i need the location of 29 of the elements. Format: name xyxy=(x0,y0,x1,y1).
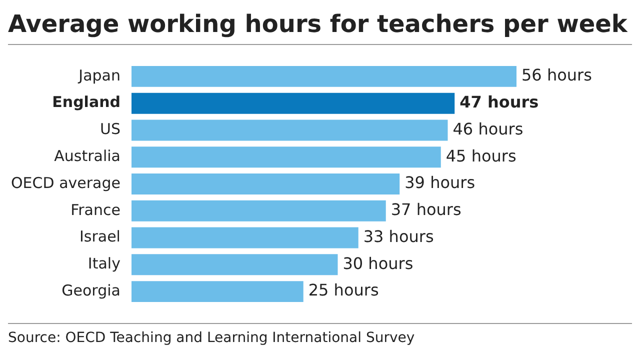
chart-title: Average working hours for teachers per week xyxy=(8,8,632,45)
source-note: Source: OECD Teaching and Learning International Survey xyxy=(8,330,416,346)
bar xyxy=(131,146,441,168)
y-tick-label: Japan xyxy=(78,66,120,84)
data-label: 25 hours xyxy=(308,280,379,300)
bar xyxy=(131,120,448,141)
data-label: 56 hours xyxy=(522,66,592,85)
bar xyxy=(131,254,338,276)
bar xyxy=(131,174,400,194)
data-label: 46 hours xyxy=(452,119,524,138)
y-tick-label: Australia xyxy=(54,147,120,165)
data-label: 37 hours xyxy=(390,200,462,220)
bar xyxy=(131,227,358,248)
y-tick-label: US xyxy=(100,120,120,138)
data-label: 30 hours xyxy=(342,254,414,273)
bar xyxy=(131,281,304,302)
bar xyxy=(131,92,455,114)
data-label: 45 hours xyxy=(446,146,516,166)
bar xyxy=(131,200,386,222)
y-tick-label: Italy xyxy=(88,254,121,273)
data-label: 47 hours xyxy=(460,92,539,112)
data-label: 39 hours xyxy=(404,173,476,192)
y-tick-label: Israel xyxy=(79,228,120,246)
y-tick-label: Georgia xyxy=(62,281,120,300)
y-tick-label: England xyxy=(52,93,120,112)
data-label: 33 hours xyxy=(363,226,434,246)
bar xyxy=(131,66,516,87)
y-tick-label: France xyxy=(70,200,120,219)
y-tick-label: OECD average xyxy=(11,174,120,192)
